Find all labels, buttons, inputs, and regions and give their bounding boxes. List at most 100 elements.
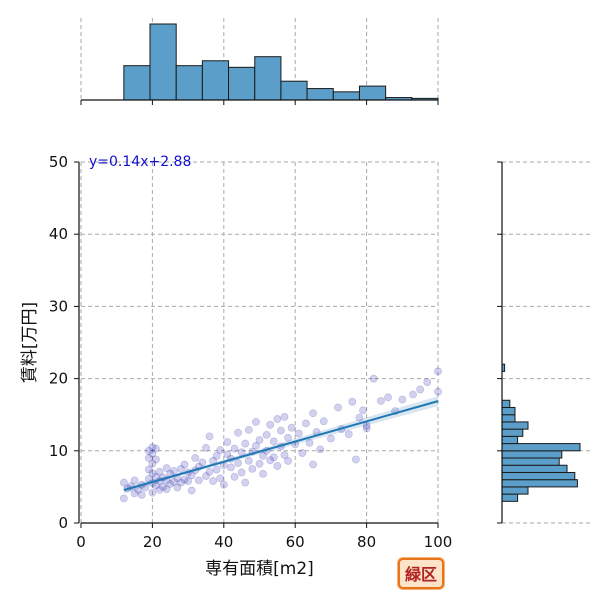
scatter-point: [241, 439, 250, 448]
scatter-point: [280, 412, 289, 421]
scatter-point: [177, 464, 185, 473]
scatter-point: [119, 478, 128, 487]
scatter-point: [359, 406, 367, 415]
scatter-point: [255, 459, 264, 468]
regression-equation: y=0.14x+2.88: [89, 154, 191, 170]
scatter-point: [309, 460, 317, 469]
scatter-point: [344, 430, 353, 439]
y-tick-label: 40: [49, 225, 68, 243]
top-hist-bar: [306, 88, 334, 101]
scatter-point: [130, 489, 139, 498]
scatter-point: [230, 472, 239, 481]
top-hist-bar: [332, 91, 360, 101]
scatter-point: [137, 490, 146, 499]
top-histogram: [80, 18, 439, 105]
scatter-point: [144, 465, 153, 474]
scatter-point: [252, 441, 260, 450]
scatter-point: [212, 451, 221, 460]
scatter-point: [244, 425, 253, 434]
scatter-point: [259, 451, 267, 460]
scatter-point: [148, 488, 157, 497]
scatter-point: [223, 438, 232, 447]
scatter-point: [230, 444, 239, 453]
scatter-point: [227, 463, 235, 472]
scatter-point: [216, 446, 225, 454]
top-hist-bar: [228, 66, 256, 101]
scatter-point: [362, 424, 371, 433]
top-hist-bar: [358, 85, 387, 101]
right-hist-bar: [501, 428, 524, 437]
right-hist-bar: [501, 464, 568, 473]
scatter-point: [269, 437, 278, 446]
scatter-point: [241, 478, 250, 487]
scatter-point: [237, 448, 246, 457]
scatter-point: [148, 443, 157, 452]
scatter-point: [319, 417, 328, 426]
scatter-point: [180, 475, 189, 484]
top-hist-bar: [149, 23, 177, 101]
scatter-point: [284, 457, 292, 465]
scatter-point: [262, 431, 271, 439]
scatter-point: [119, 494, 128, 503]
scatter-point: [216, 474, 225, 483]
x-tick-label: 60: [286, 533, 305, 551]
scatter-point: [191, 454, 200, 462]
scatter-point: [266, 456, 275, 465]
scatter-point: [152, 455, 160, 464]
right-hist-bar: [501, 486, 529, 495]
scatter-point: [212, 465, 221, 474]
y-tick-label: 30: [49, 297, 68, 315]
scatter-point: [162, 485, 171, 493]
scatter-point: [219, 480, 228, 489]
scatter-point: [166, 480, 175, 488]
scatter-point: [234, 428, 242, 437]
scatter-point: [148, 459, 157, 468]
x-tick-label: 100: [424, 533, 453, 551]
right-hist-bar: [501, 399, 511, 408]
scatter-point: [184, 477, 192, 486]
scatter-point: [384, 393, 392, 402]
scatter-point: [434, 367, 442, 376]
scatter-point: [266, 420, 275, 429]
top-hist-bar: [254, 56, 282, 101]
main-scatter-plot: 0 20 40 60 80 100 0 10 20 30 40 50: [49, 153, 452, 551]
scatter-point: [187, 486, 196, 495]
top-hist-bar: [123, 65, 151, 101]
x-tick-label: 20: [143, 533, 162, 551]
scatter-point: [180, 460, 189, 469]
scatter-point: [144, 454, 153, 462]
scatter-point: [369, 374, 378, 383]
scatter-point: [280, 451, 289, 460]
scatter-point: [130, 476, 139, 485]
scatter-point: [326, 434, 335, 443]
scatter-point: [409, 390, 417, 399]
right-histogram: [497, 161, 590, 524]
scatter-point: [177, 478, 185, 487]
scatter-point: [155, 485, 164, 494]
scatter-point: [248, 464, 257, 473]
scatter-point: [144, 446, 153, 455]
scatter-point: [348, 397, 357, 406]
scatter-point: [155, 467, 164, 476]
scatter-point: [234, 459, 242, 467]
x-tick-label: 40: [214, 533, 233, 551]
scatter-point: [205, 467, 214, 476]
right-hist-bar: [501, 493, 519, 502]
scatter-point: [162, 464, 171, 473]
scatter-point: [237, 468, 246, 477]
scatter-point: [205, 432, 214, 441]
district-badge: 緑区: [398, 558, 445, 589]
scatter-point: [284, 433, 292, 442]
y-tick-label: 0: [58, 514, 68, 532]
scatter-point: [202, 472, 210, 480]
top-hist-bar: [175, 65, 203, 101]
scatter-point: [223, 450, 232, 459]
scatter-point: [287, 423, 296, 432]
scatter-point: [252, 418, 260, 426]
scatter-point: [202, 444, 210, 452]
scatter-point: [159, 482, 168, 491]
scatter-point: [209, 477, 217, 486]
right-hist-bar: [501, 471, 576, 481]
scatter-point: [434, 387, 442, 396]
scatter-point: [351, 455, 360, 464]
